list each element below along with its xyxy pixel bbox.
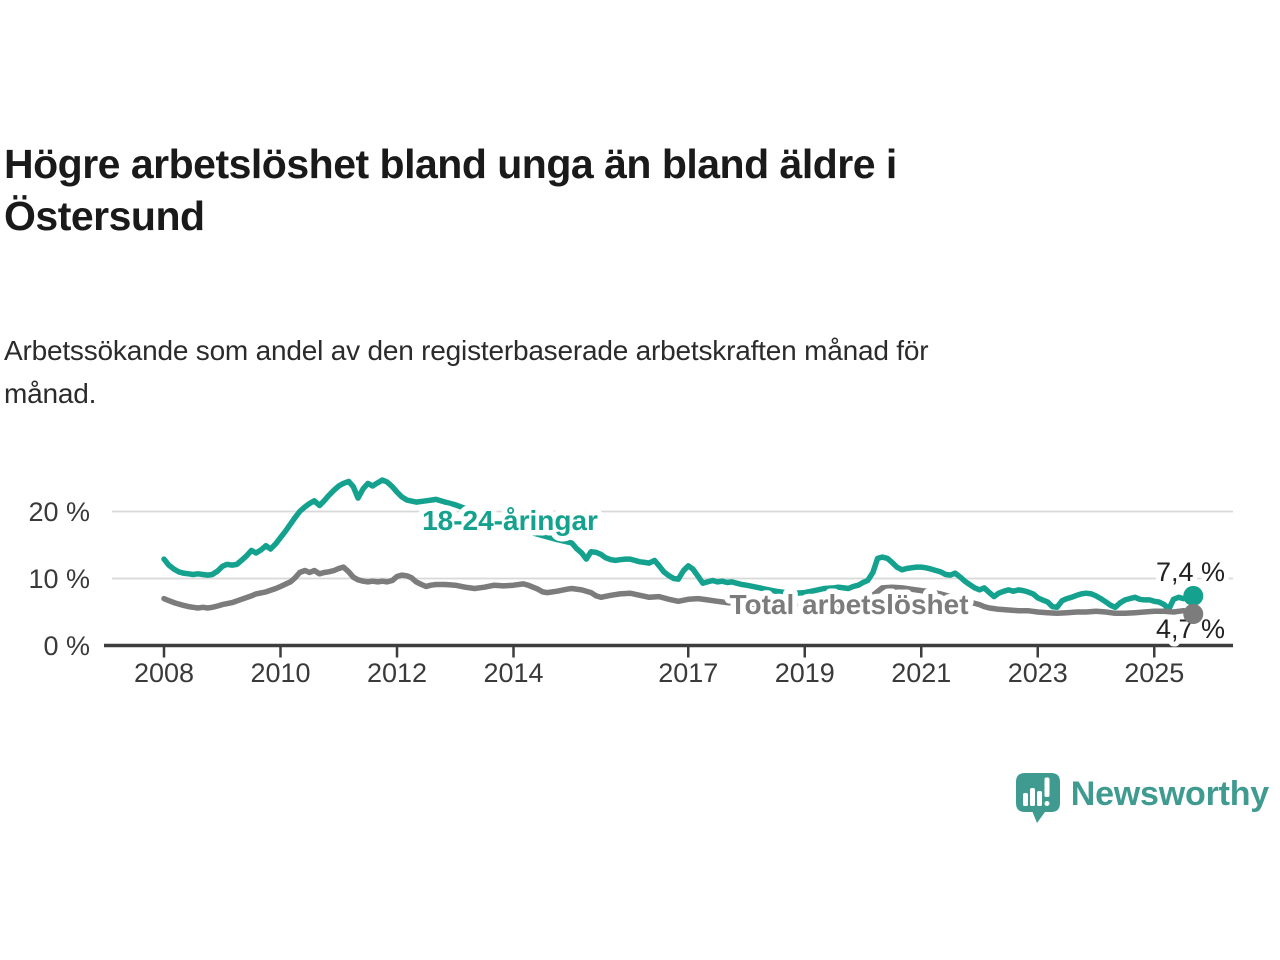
y-axis-tick-label: 10 % <box>28 564 90 594</box>
series-label-total: Total arbetslöshet <box>729 589 968 620</box>
chart-title-line: Östersund <box>4 193 205 239</box>
gridlines <box>112 510 1233 580</box>
series-label-young: 18-24-åringar <box>422 505 598 536</box>
x-axis-tick-label: 2008 <box>134 658 194 688</box>
y-axis-tick-label: 20 % <box>28 497 90 527</box>
end-dot-1 <box>1183 604 1204 625</box>
series-end-dots <box>1183 585 1204 625</box>
chart-subtitle-line: Arbetssökande som andel av den registerb… <box>4 335 929 366</box>
x-axis-tick-label: 2025 <box>1124 658 1184 688</box>
series-lines <box>161 477 1197 617</box>
chart-title: Högre arbetslöshet bland unga än bland ä… <box>4 138 1084 242</box>
chart-subtitle: Arbetssökande som andel av den registerb… <box>4 329 1184 415</box>
x-axis-tick-label: 2023 <box>1008 658 1068 688</box>
newsworthy-logo-icon <box>1015 773 1060 823</box>
x-axis-tick-label: 2017 <box>658 658 718 688</box>
exclamation-bar <box>1044 777 1050 797</box>
series-line-1 <box>161 564 1197 617</box>
axis-labels: 0 % 10 % 20 % 2008 2010 2012 2014 2017 2019 2021 2… <box>28 497 1184 688</box>
bar-medium <box>1036 791 1042 806</box>
chart-title-line: Högre arbetslöshet bland unga än bland ä… <box>4 141 897 187</box>
x-axis-tick-label: 2014 <box>483 658 543 688</box>
x-axis-tick-label: 2010 <box>250 658 310 688</box>
y-axis-tick-label: 0 % <box>43 631 90 661</box>
series-line-0 <box>161 477 1197 613</box>
newsworthy-logo-text: Newsworthy <box>1070 775 1269 813</box>
x-axis-tick-label: 2021 <box>891 658 951 688</box>
chart-subtitle-line: månad. <box>4 378 97 409</box>
x-axis <box>104 643 1233 658</box>
x-axis-tick-label: 2019 <box>775 658 835 688</box>
end-value-label-young: 7,4 % <box>1156 557 1225 587</box>
chart-labels: 18-24-åringar Total arbetslöshet 7,4 % 4… <box>417 500 1230 650</box>
x-axis-tick-label: 2012 <box>367 658 427 688</box>
bar-small <box>1022 793 1028 806</box>
exclamation-dot <box>1044 801 1050 806</box>
bar-tall <box>1029 788 1035 806</box>
newsworthy-brand: Newsworthy <box>1015 772 1269 824</box>
end-dot-0 <box>1183 585 1204 606</box>
